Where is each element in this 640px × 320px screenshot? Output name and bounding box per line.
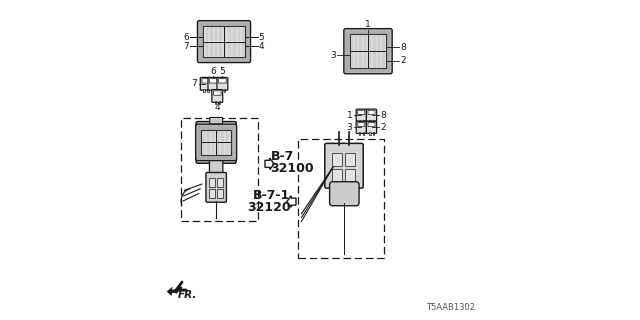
FancyBboxPatch shape (366, 109, 376, 121)
Text: 8: 8 (400, 43, 406, 52)
Bar (211, 89, 212, 92)
Bar (362, 132, 364, 135)
Text: 1: 1 (365, 20, 371, 29)
FancyBboxPatch shape (219, 79, 227, 83)
Bar (209, 178, 215, 187)
FancyBboxPatch shape (200, 77, 211, 90)
FancyBboxPatch shape (358, 110, 365, 115)
Bar (225, 28, 244, 41)
Bar (204, 89, 205, 92)
Text: 3: 3 (330, 51, 336, 60)
Text: 8: 8 (380, 111, 386, 120)
Bar (181, 118, 258, 221)
FancyBboxPatch shape (202, 130, 231, 155)
Bar (344, 153, 355, 166)
FancyBboxPatch shape (324, 143, 363, 188)
Bar (369, 132, 371, 135)
Text: FR.: FR. (178, 290, 197, 300)
Bar (204, 42, 224, 56)
Bar (359, 120, 360, 123)
Text: 6: 6 (184, 33, 189, 42)
FancyBboxPatch shape (356, 109, 366, 121)
Text: 4: 4 (259, 42, 264, 51)
FancyBboxPatch shape (206, 172, 227, 202)
Text: 3: 3 (347, 123, 352, 132)
Polygon shape (166, 286, 179, 296)
FancyBboxPatch shape (209, 161, 223, 175)
Bar (369, 36, 385, 51)
Polygon shape (287, 196, 296, 207)
Text: 6: 6 (211, 67, 216, 76)
Bar (298, 139, 384, 258)
Text: 7: 7 (184, 42, 189, 51)
Bar (332, 153, 342, 166)
Text: B-7: B-7 (270, 150, 294, 163)
FancyBboxPatch shape (368, 110, 375, 115)
FancyBboxPatch shape (196, 124, 237, 161)
FancyBboxPatch shape (212, 90, 223, 102)
Bar (204, 28, 224, 41)
FancyBboxPatch shape (366, 121, 376, 133)
FancyBboxPatch shape (208, 77, 219, 90)
Bar (202, 143, 216, 154)
FancyBboxPatch shape (358, 123, 365, 127)
Bar (209, 189, 215, 198)
Bar (216, 143, 230, 154)
Text: 32100: 32100 (270, 162, 314, 174)
Text: 2: 2 (400, 56, 406, 65)
Bar (207, 89, 209, 92)
FancyBboxPatch shape (217, 77, 228, 90)
Bar (359, 132, 360, 135)
FancyBboxPatch shape (349, 35, 387, 68)
FancyBboxPatch shape (214, 91, 221, 95)
Bar (225, 42, 244, 56)
Bar (332, 169, 342, 183)
Bar (362, 120, 364, 123)
Text: 2: 2 (380, 123, 386, 132)
Bar (217, 178, 223, 187)
FancyBboxPatch shape (330, 182, 359, 206)
Text: 1: 1 (347, 111, 352, 120)
FancyBboxPatch shape (368, 123, 375, 127)
Text: 7: 7 (191, 79, 197, 88)
Bar (215, 89, 216, 92)
Text: 5: 5 (259, 33, 264, 42)
Bar (217, 189, 223, 198)
FancyBboxPatch shape (197, 21, 251, 63)
Bar (220, 89, 221, 92)
FancyBboxPatch shape (204, 27, 245, 57)
FancyBboxPatch shape (344, 29, 392, 74)
Polygon shape (265, 158, 274, 170)
Text: 5: 5 (220, 67, 225, 76)
FancyBboxPatch shape (202, 79, 210, 83)
Bar (344, 169, 355, 183)
Text: 32120: 32120 (247, 201, 291, 214)
Bar (224, 89, 225, 92)
Bar (351, 36, 367, 51)
Bar (372, 120, 374, 123)
FancyBboxPatch shape (210, 79, 217, 83)
Bar (219, 101, 220, 104)
FancyBboxPatch shape (196, 122, 236, 163)
Bar (369, 52, 385, 67)
Bar (369, 120, 371, 123)
Bar (351, 52, 367, 67)
Text: B-7-1: B-7-1 (253, 189, 291, 202)
Bar (215, 101, 216, 104)
Text: 4: 4 (214, 103, 220, 112)
Bar (372, 132, 374, 135)
Bar (202, 131, 216, 142)
FancyBboxPatch shape (210, 117, 223, 124)
Text: T5AAB1302: T5AAB1302 (426, 303, 475, 312)
Bar (216, 131, 230, 142)
FancyBboxPatch shape (356, 121, 366, 133)
